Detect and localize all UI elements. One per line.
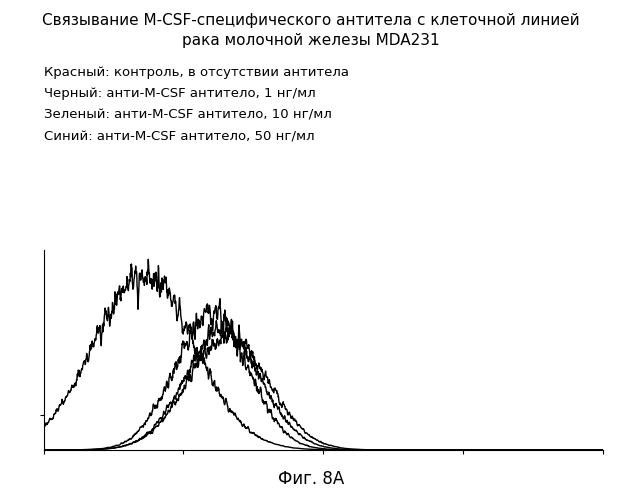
Text: Красный: контроль, в отсутствии антитела: Красный: контроль, в отсутствии антитела xyxy=(44,66,348,79)
Text: Связывание М-CSF-специфического антитела с клеточной линией: Связывание М-CSF-специфического антитела… xyxy=(42,12,580,28)
Text: Синий: анти-М-CSF антитело, 50 нг/мл: Синий: анти-М-CSF антитело, 50 нг/мл xyxy=(44,130,314,143)
Text: Фиг. 8А: Фиг. 8А xyxy=(278,470,344,488)
Text: рака молочной железы MDA231: рака молочной железы MDA231 xyxy=(182,32,440,48)
Text: Черный: анти-М-CSF антитело, 1 нг/мл: Черный: анти-М-CSF антитело, 1 нг/мл xyxy=(44,88,315,101)
Text: Зеленый: анти-М-CSF антитело, 10 нг/мл: Зеленый: анти-М-CSF антитело, 10 нг/мл xyxy=(44,109,332,122)
